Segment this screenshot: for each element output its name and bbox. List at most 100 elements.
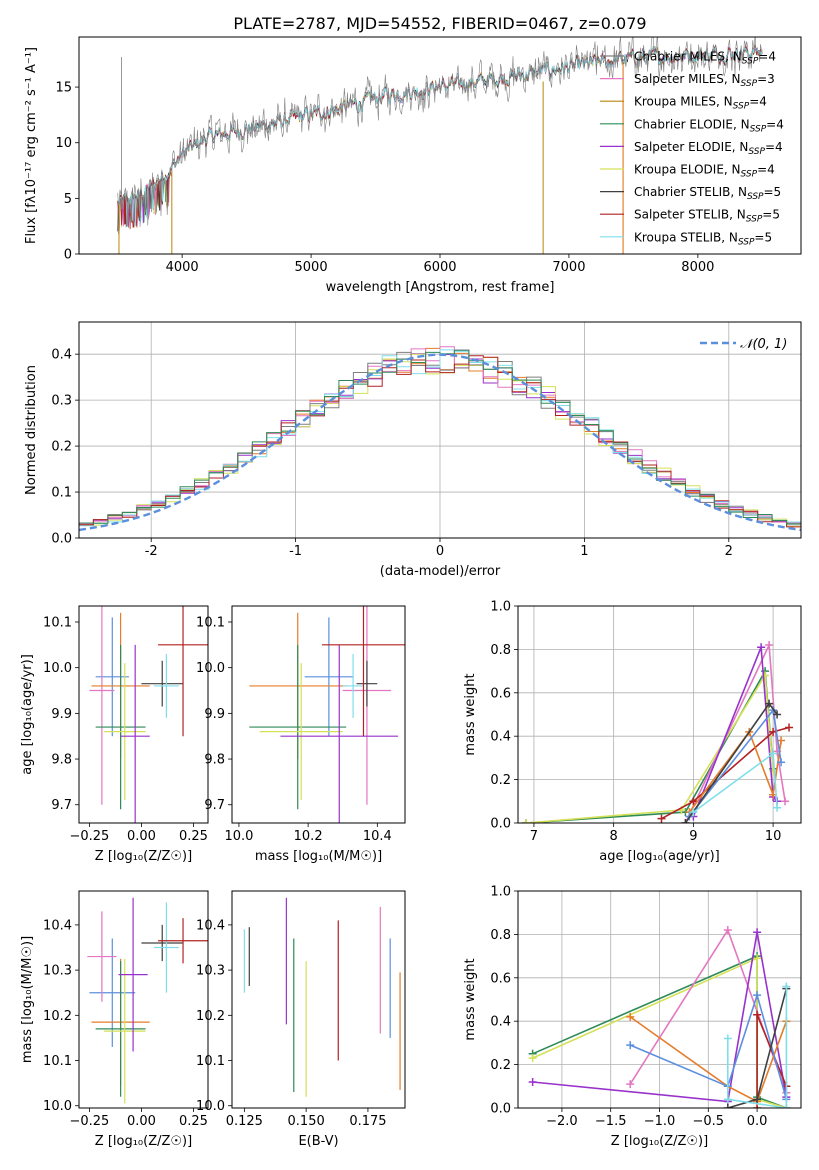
y-tick-label: 1.0 [490, 885, 511, 900]
y-axis-label: mass [log₁₀(M/M☉)] [20, 936, 35, 1063]
weight-point-marker [781, 797, 790, 806]
weight-point-marker [782, 1104, 791, 1108]
weight-point-marker [723, 926, 732, 935]
x-axis-label: Z [log₁₀(Z/Z☉)] [95, 1134, 192, 1149]
weight-point-marker [657, 814, 666, 823]
legend-suffix: =4 [758, 50, 776, 64]
y-tick-label: 10.0 [43, 661, 72, 676]
weight-series-line [684, 642, 786, 823]
x-axis-label: (data-model)/error [380, 564, 501, 579]
weight-point-marker [681, 819, 690, 823]
mass-vs-Z-panel: −0.25 0.00 0.25 10.0 10.1 10.2 10.3 10.4 Z [log₁… [20, 890, 209, 1149]
histogram-step [79, 349, 801, 525]
weight-point-marker [773, 710, 782, 719]
x-tick-label: -1 [289, 544, 302, 559]
spectrum-plot-area [117, 37, 763, 254]
age-vs-Z-plot-area [89, 606, 208, 823]
weight-series-line [727, 986, 788, 1108]
errorbar-point [95, 644, 146, 810]
legend-name: Chabrier MILES, N [634, 50, 742, 64]
legend-subscript: SSP [746, 215, 763, 225]
x-axis-label: mass [log₁₀(M/M☉)] [255, 849, 382, 864]
weight-point-marker [723, 1095, 732, 1104]
legend-suffix: =3 [757, 72, 775, 86]
errorbar-point [103, 958, 146, 1104]
age-vs-mass-plot-area [249, 606, 405, 823]
weight-point-marker [785, 723, 794, 732]
y-tick-label: 0.8 [490, 643, 511, 658]
x-tick-label: −1.0 [644, 1114, 676, 1129]
x-tick-label: −2.0 [546, 1114, 578, 1129]
weight-point-marker [528, 1054, 537, 1063]
legend-suffix: =5 [762, 208, 780, 222]
x-tick-label: 10 [765, 829, 782, 844]
weight-point-marker [723, 1104, 732, 1108]
y-tick-label: 0.3 [51, 394, 72, 409]
age-vs-mass-panel: 10.0 10.2 10.4 9.7 9.8 9.9 10.0 10.1 mass [log₁₀… [196, 605, 406, 864]
y-axis-label: mass weight [463, 673, 478, 755]
weight-point-marker [777, 758, 786, 767]
errorbar-point [153, 653, 179, 718]
x-tick-label: 1 [580, 544, 588, 559]
x-tick-label: 4000 [166, 260, 199, 275]
y-tick-label: 10.3 [196, 964, 225, 979]
legend-entry: Kroupa MILES, NSSP=4 [634, 95, 767, 112]
y-tick-label: 0.4 [51, 348, 72, 363]
mass-vs-EBV-plot-area [243, 897, 401, 1097]
y-tick-label: 9.9 [51, 707, 72, 722]
weight-point-marker [753, 954, 762, 963]
legend-entry: Chabrier ELODIE, NSSP=4 [634, 117, 784, 134]
histogram-step [79, 351, 801, 526]
weight-point-marker [753, 991, 762, 1000]
age-vs-Z-panel: −0.25 0.00 0.25 9.7 9.8 9.9 10.0 10.1 Z [log₁₀(Z… [20, 605, 209, 864]
y-tick-label: 1.0 [490, 600, 511, 615]
y-tick-label: 10.0 [43, 1099, 72, 1114]
legend-subscript: SSP [738, 237, 755, 247]
y-tick-label: 10.3 [43, 964, 72, 979]
y-tick-label: 9.7 [204, 798, 225, 813]
x-tick-label: −0.5 [693, 1114, 725, 1129]
y-tick-label: 10.0 [196, 1099, 225, 1114]
errorbar-point [120, 644, 150, 823]
x-tick-label: 7000 [552, 260, 585, 275]
x-tick-label: 0.175 [349, 1114, 386, 1129]
x-tick-label: 10.0 [224, 829, 253, 844]
x-tick-label: 0.125 [226, 1114, 263, 1129]
y-tick-label: 9.8 [51, 753, 72, 768]
residuals-panel: -2 -1 0 1 2 0.0 0.1 0.2 0.3 0.4 (data-model)/error… [24, 321, 802, 579]
y-tick-label: 9.9 [204, 707, 225, 722]
x-tick-label: 10.2 [294, 829, 323, 844]
x-axis-label: E(B-V) [298, 1134, 338, 1149]
legend-entry: Chabrier STELIB, NSSP=5 [634, 185, 781, 202]
errorbar-point [259, 663, 343, 801]
weight-point-marker [528, 1077, 537, 1086]
x-tick-label: −1.5 [595, 1114, 627, 1129]
weight-vs-age-panel: 7 8 9 10 0.0 0.2 0.4 0.6 0.8 1.0 age [log₁₀(age/yr… [463, 600, 802, 864]
y-tick-label: 0.2 [490, 1058, 511, 1073]
x-tick-label: 9 [689, 829, 697, 844]
axes-frame [78, 321, 802, 539]
weight-point-marker [689, 797, 698, 806]
weight-point-marker [773, 803, 782, 812]
legend-suffix: =4 [757, 163, 775, 177]
y-tick-label: 0.2 [51, 440, 72, 455]
y-tick-label: 10.1 [43, 1054, 72, 1069]
legend-subscript: SSP [741, 170, 758, 180]
legend-subscript: SSP [742, 57, 759, 67]
legend-suffix: =4 [765, 140, 783, 154]
errorbar-point [87, 911, 117, 1002]
weight-point-marker [626, 1041, 635, 1050]
y-tick-label: 0 [64, 248, 72, 263]
errorbar-point [153, 902, 179, 993]
legend-entry: Salpeter MILES, NSSP=3 [634, 72, 775, 89]
errorbar-point [158, 918, 208, 964]
axes-frame [517, 890, 802, 1109]
y-axis-label: mass weight [463, 958, 478, 1040]
normal-curve [79, 353, 801, 532]
errorbar-point [321, 606, 405, 737]
x-tick-label: 0 [436, 544, 444, 559]
x-tick-label: −0.25 [69, 829, 109, 844]
weight-vs-age-plot-area [518, 606, 801, 823]
legend-subscript: SSP [747, 192, 764, 202]
